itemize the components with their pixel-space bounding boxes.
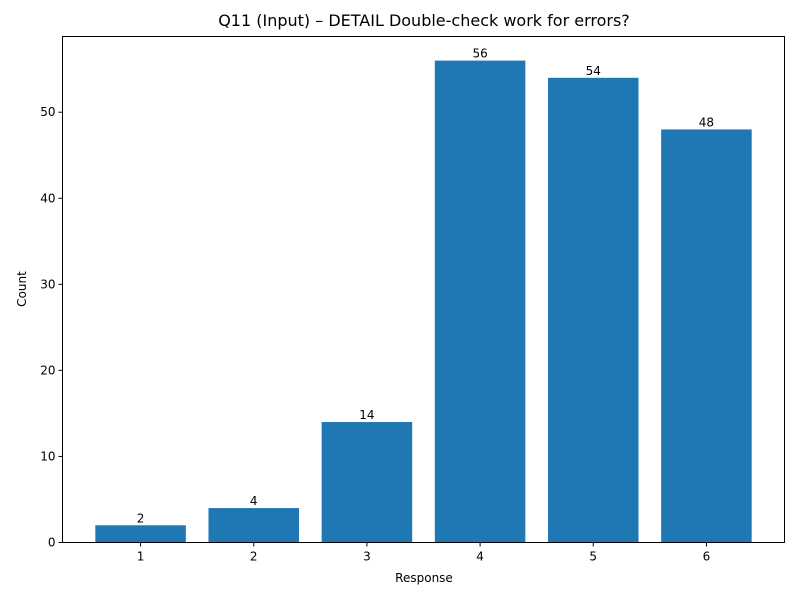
x-tick-label-1: 1 [137, 550, 145, 564]
y-axis-label: Count [15, 271, 29, 307]
bar-2 [208, 508, 300, 543]
data-label-2: 4 [250, 494, 258, 508]
bar-3 [321, 422, 413, 543]
chart-title: Q11 (Input) – DETAIL Double-check work f… [218, 11, 630, 30]
bar-5 [547, 77, 639, 543]
y-tick-label-10: 10 [40, 449, 55, 463]
data-label-5: 54 [586, 64, 601, 78]
x-axis: 1 2 3 4 5 6 [137, 542, 711, 564]
data-label-3: 14 [359, 408, 374, 422]
bar-1 [95, 525, 186, 543]
data-labels-layer: 2 4 14 56 54 48 [137, 47, 714, 526]
bar-4 [434, 60, 526, 543]
plot-frame [62, 36, 785, 543]
y-tick-label-40: 40 [40, 191, 55, 205]
y-tick-label-50: 50 [40, 105, 55, 119]
y-tick-label-20: 20 [40, 363, 55, 377]
x-tick-label-2: 2 [250, 550, 258, 564]
y-tick-label-0: 0 [48, 536, 56, 550]
data-label-4: 56 [472, 47, 487, 61]
y-axis: 0 10 20 30 40 50 [40, 105, 63, 550]
x-tick-label-6: 6 [703, 550, 711, 564]
x-tick-label-4: 4 [476, 550, 484, 564]
bar-6 [661, 129, 752, 543]
x-axis-label: Response [395, 571, 453, 585]
data-label-6: 48 [699, 115, 714, 129]
data-label-1: 2 [137, 511, 145, 525]
bars-layer [95, 60, 752, 543]
x-tick-label-3: 3 [363, 550, 371, 564]
x-tick-label-5: 5 [589, 550, 597, 564]
y-tick-label-30: 30 [40, 277, 55, 291]
